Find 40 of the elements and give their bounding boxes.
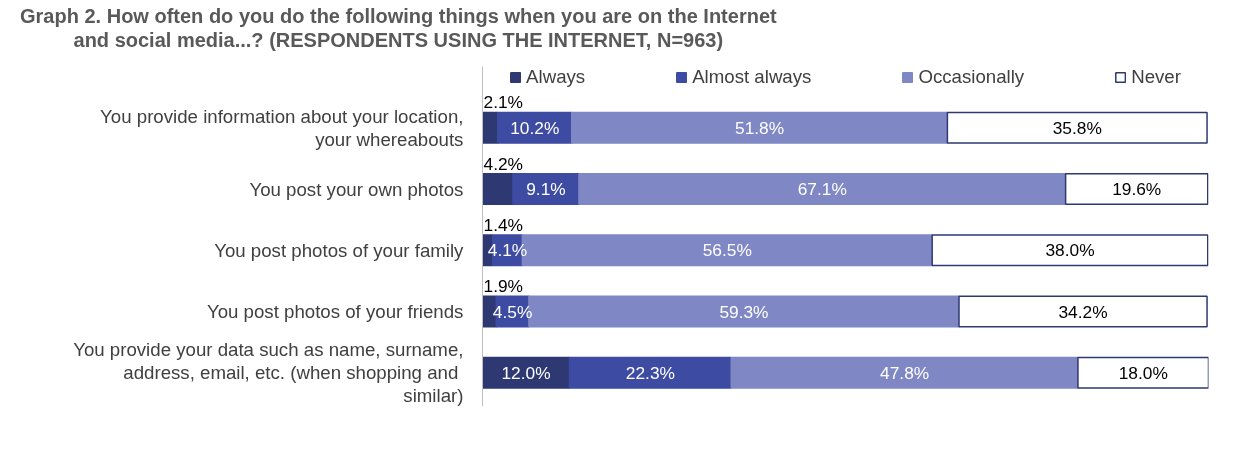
y-tick-label: You post your own photos (249, 178, 464, 200)
bar (570, 111, 949, 144)
bar (1064, 172, 1209, 206)
data-label: 51.8% (734, 117, 785, 138)
data-label: 4.2% (483, 153, 523, 174)
legend-label: Always (526, 66, 586, 88)
legend-label: Occasionally (918, 66, 1025, 88)
data-label: 67.1% (797, 179, 847, 200)
bar (482, 172, 514, 206)
legend-label: Never (1131, 66, 1181, 88)
data-label: 1.4% (483, 214, 523, 235)
data-label: 56.5% (702, 240, 752, 261)
data-label: 18.0% (1118, 362, 1168, 383)
data-label: 2.1% (483, 92, 523, 113)
bar (578, 172, 1067, 206)
data-label: 35.8% (1052, 117, 1102, 138)
data-label: 12.0% (501, 362, 551, 383)
data-label: 4.1% (487, 240, 528, 261)
data-label: 9.1% (526, 179, 566, 200)
y-tick-label: You provide information about your location, your whereabouts (100, 105, 464, 150)
data-label: 4.5% (492, 301, 533, 322)
bar (931, 234, 1209, 267)
data-label: 38.0% (1045, 240, 1095, 261)
bar (730, 356, 1079, 389)
bar (1077, 356, 1209, 389)
bar (568, 356, 733, 389)
legend-label: Almost always (692, 66, 812, 88)
data-label: 1.9% (483, 276, 523, 297)
chart-title: Graph 2. How often do you do the following things when you are on the Internet and social media...? (RESPONDENTS USING THE INTERNET, N=963) (20, 4, 777, 52)
y-tick-label: You post photos of your family (214, 239, 465, 261)
data-label: 19.6% (1112, 179, 1162, 200)
y-tick-label: You provide your data such as name, surname, address, email, etc. (when shopping and similar) (73, 339, 464, 407)
data-label: 47.8% (880, 362, 930, 383)
data-label: 22.3% (625, 362, 675, 383)
data-label: 10.2% (510, 117, 560, 138)
bar (958, 295, 1208, 328)
bar (946, 111, 1208, 144)
data-label: 59.3% (719, 301, 769, 322)
data-label: 34.2% (1058, 301, 1108, 322)
y-tick-label: You post photos of your friends (206, 301, 464, 323)
